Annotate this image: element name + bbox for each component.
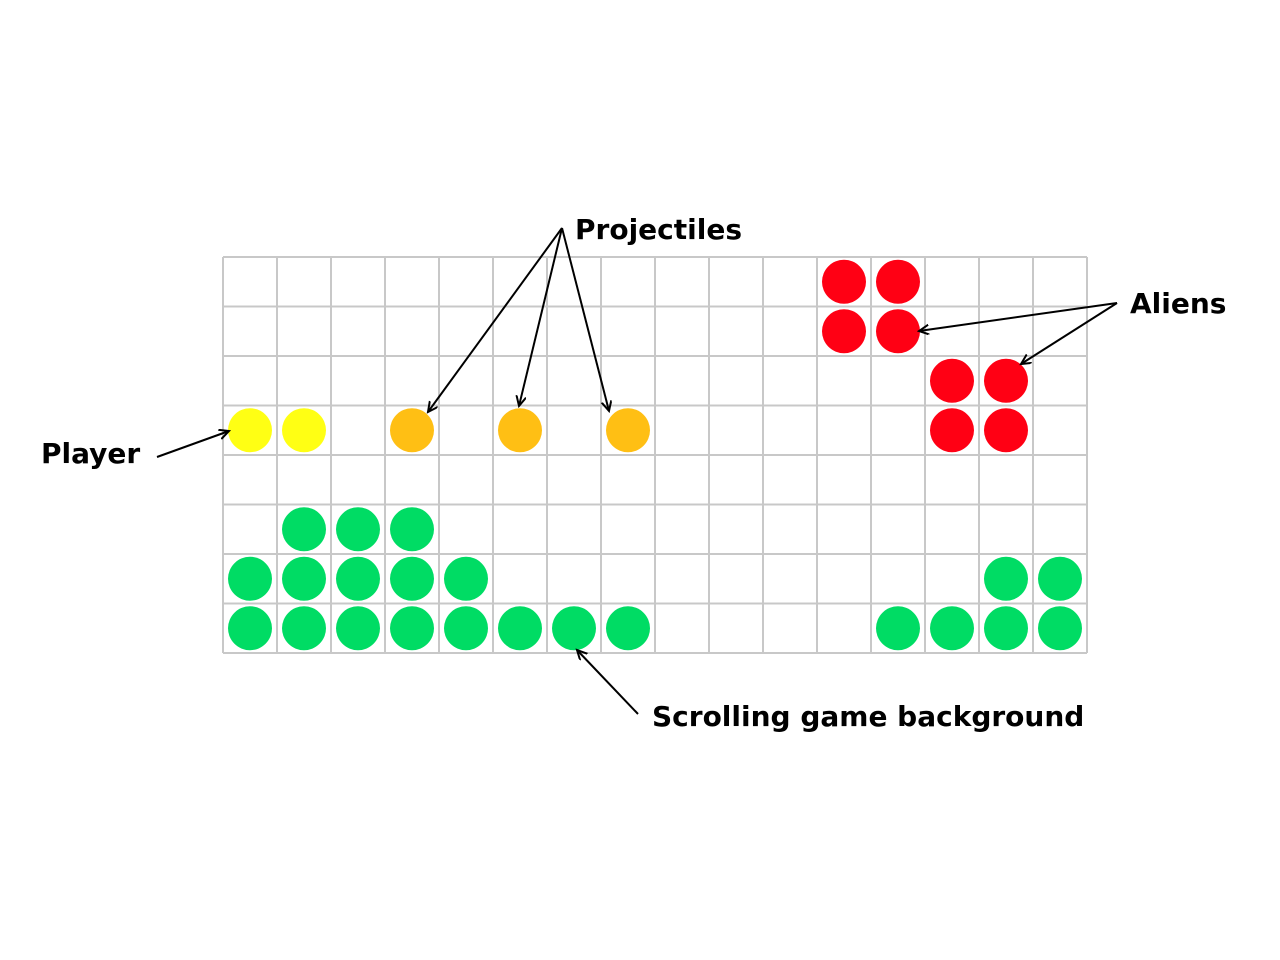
projectiles-arrow-1 bbox=[428, 227, 563, 412]
player-cell bbox=[282, 408, 326, 453]
projectile-cell bbox=[390, 408, 434, 453]
background-arrow bbox=[577, 650, 639, 715]
projectile-cell bbox=[498, 408, 542, 453]
alien-cell bbox=[876, 259, 920, 304]
background-block-cell bbox=[498, 606, 542, 651]
annotation-arrows bbox=[156, 227, 1118, 715]
background-block-cell bbox=[390, 606, 434, 651]
aliens-arrow-1 bbox=[919, 302, 1118, 331]
background-block-cell bbox=[336, 507, 380, 552]
projectile-cell bbox=[606, 408, 650, 453]
projectiles-arrow-3 bbox=[561, 227, 609, 411]
background-block-cell bbox=[444, 606, 488, 651]
alien-cell bbox=[984, 358, 1028, 403]
background-block-cell bbox=[606, 606, 650, 651]
background-block-cell bbox=[228, 556, 272, 601]
game-cells bbox=[228, 259, 1082, 651]
background-block-cell bbox=[984, 556, 1028, 601]
background-block-cell bbox=[336, 556, 380, 601]
player-arrow bbox=[156, 431, 229, 458]
background-block-cell bbox=[336, 606, 380, 651]
background-block-cell bbox=[1038, 556, 1082, 601]
background-block-cell bbox=[444, 556, 488, 601]
alien-cell bbox=[822, 309, 866, 354]
aliens-arrow-2 bbox=[1021, 302, 1118, 364]
player-label: Player bbox=[41, 437, 140, 470]
alien-cell bbox=[930, 408, 974, 453]
alien-cell bbox=[876, 309, 920, 354]
background-block-cell bbox=[984, 606, 1028, 651]
aliens-label: Aliens bbox=[1130, 287, 1226, 320]
background-block-cell bbox=[228, 606, 272, 651]
background-block-cell bbox=[876, 606, 920, 651]
background-block-cell bbox=[390, 556, 434, 601]
background-block-cell bbox=[390, 507, 434, 552]
alien-cell bbox=[984, 408, 1028, 453]
background-block-cell bbox=[552, 606, 596, 651]
projectiles-label: Projectiles bbox=[575, 213, 742, 246]
alien-cell bbox=[822, 259, 866, 304]
projectiles-arrow-2 bbox=[519, 227, 563, 406]
background-block-cell bbox=[282, 507, 326, 552]
background-label: Scrolling game background bbox=[652, 700, 1084, 733]
background-block-cell bbox=[930, 606, 974, 651]
background-block-cell bbox=[282, 556, 326, 601]
background-block-cell bbox=[1038, 606, 1082, 651]
alien-cell bbox=[930, 358, 974, 403]
player-cell bbox=[228, 408, 272, 453]
background-block-cell bbox=[282, 606, 326, 651]
